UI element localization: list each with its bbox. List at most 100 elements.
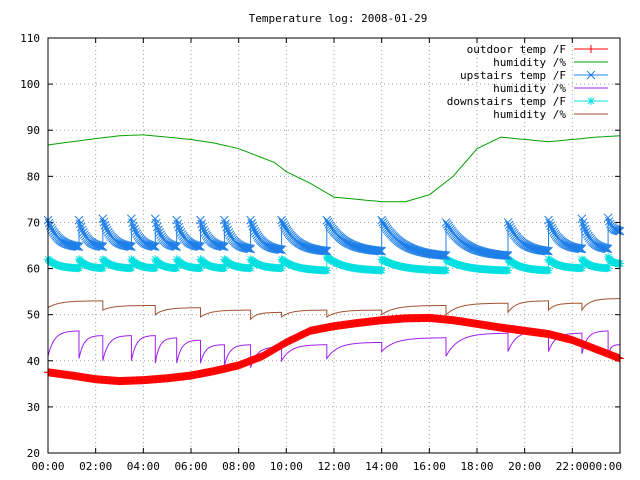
data-point — [220, 264, 229, 273]
data-point — [603, 244, 613, 254]
data-series — [43, 134, 625, 386]
data-point — [98, 214, 108, 224]
y-tick-label: 70 — [27, 216, 40, 229]
data-point — [603, 213, 613, 223]
data-point — [504, 220, 514, 230]
legend-label: humidity /% — [493, 56, 566, 69]
data-point — [127, 242, 136, 251]
data-point — [199, 225, 209, 235]
data-point — [175, 225, 185, 235]
y-tick-label: 90 — [27, 124, 40, 137]
data-point — [440, 251, 450, 260]
data-point — [149, 242, 159, 251]
data-point — [441, 251, 451, 260]
x-tick-label: 22:00 — [556, 460, 589, 473]
x-axis-ticks: 00:00 02:00 04:00 06:00 08:00 10:00 12:00 14:00… — [31, 38, 622, 473]
data-point — [375, 246, 384, 256]
data-point — [150, 242, 160, 251]
data-point — [45, 221, 55, 230]
data-point — [198, 222, 208, 232]
data-point — [101, 223, 111, 233]
series-5 — [47, 298, 620, 321]
data-point — [374, 246, 383, 256]
data-point — [218, 242, 228, 251]
x-tick-label: 00:00 — [589, 460, 622, 473]
data-point — [321, 246, 331, 256]
data-point — [500, 251, 510, 260]
x-tick-label: 02:00 — [79, 460, 112, 473]
data-point — [277, 264, 286, 273]
data-point — [130, 224, 140, 234]
data-point — [154, 225, 163, 235]
legend-label: humidity /% — [493, 82, 566, 95]
data-point — [546, 221, 556, 231]
data-point — [200, 227, 210, 237]
data-point — [600, 243, 610, 253]
data-point — [544, 246, 553, 256]
data-point — [544, 215, 553, 225]
data-point — [501, 251, 511, 260]
data-point — [74, 264, 83, 273]
series-2 — [43, 213, 625, 260]
data-point — [99, 217, 109, 227]
data-point — [76, 222, 86, 232]
data-point — [578, 218, 588, 228]
y-tick-label: 20 — [27, 447, 40, 460]
series-line — [47, 298, 620, 321]
data-point — [442, 266, 451, 275]
data-point — [174, 222, 184, 232]
data-point — [170, 241, 179, 251]
data-point — [544, 266, 553, 275]
data-point — [322, 246, 332, 256]
x-tick-label: 04:00 — [127, 460, 160, 473]
data-point — [102, 225, 112, 235]
data-point — [601, 244, 611, 253]
data-point — [279, 220, 289, 230]
legend-marker — [587, 97, 595, 105]
x-tick-label: 10:00 — [270, 460, 303, 473]
data-point — [575, 244, 585, 253]
data-point — [579, 221, 589, 231]
data-point — [131, 227, 141, 236]
data-point — [246, 264, 255, 273]
data-point — [217, 241, 227, 251]
data-point — [127, 264, 136, 273]
data-point — [244, 244, 253, 253]
data-point — [192, 241, 202, 251]
series-0 — [44, 313, 624, 386]
y-tick-label: 60 — [27, 263, 40, 276]
data-point — [377, 246, 387, 256]
data-point — [148, 241, 158, 251]
data-point — [128, 218, 137, 228]
data-point — [614, 226, 624, 236]
data-point — [246, 244, 255, 254]
data-point — [242, 243, 252, 253]
data-point — [246, 215, 255, 225]
data-point — [155, 228, 164, 237]
data-point — [151, 264, 160, 273]
data-point — [196, 242, 205, 252]
data-point — [196, 264, 205, 273]
x-tick-label: 12:00 — [317, 460, 350, 473]
data-point — [44, 218, 54, 228]
legend-label: upstairs temp /F — [460, 69, 566, 82]
data-point — [75, 219, 85, 229]
data-point — [95, 241, 104, 251]
legend-marker — [587, 45, 595, 53]
data-point — [74, 242, 84, 252]
data-point — [545, 218, 554, 228]
data-point — [124, 241, 134, 251]
x-tick-label: 08:00 — [222, 460, 255, 473]
y-axis-ticks: 20 30 40 50 60 70 80 90 100 110 — [20, 32, 620, 460]
data-point — [322, 266, 331, 275]
data-point — [274, 244, 283, 254]
data-point — [604, 264, 613, 273]
legend-marker — [586, 70, 596, 80]
chart-title: Temperature log: 2008-01-29 — [249, 12, 428, 25]
data-point — [277, 245, 286, 255]
data-point — [176, 227, 186, 237]
data-point — [503, 251, 513, 260]
data-point — [503, 218, 513, 227]
y-tick-label: 30 — [27, 401, 40, 414]
